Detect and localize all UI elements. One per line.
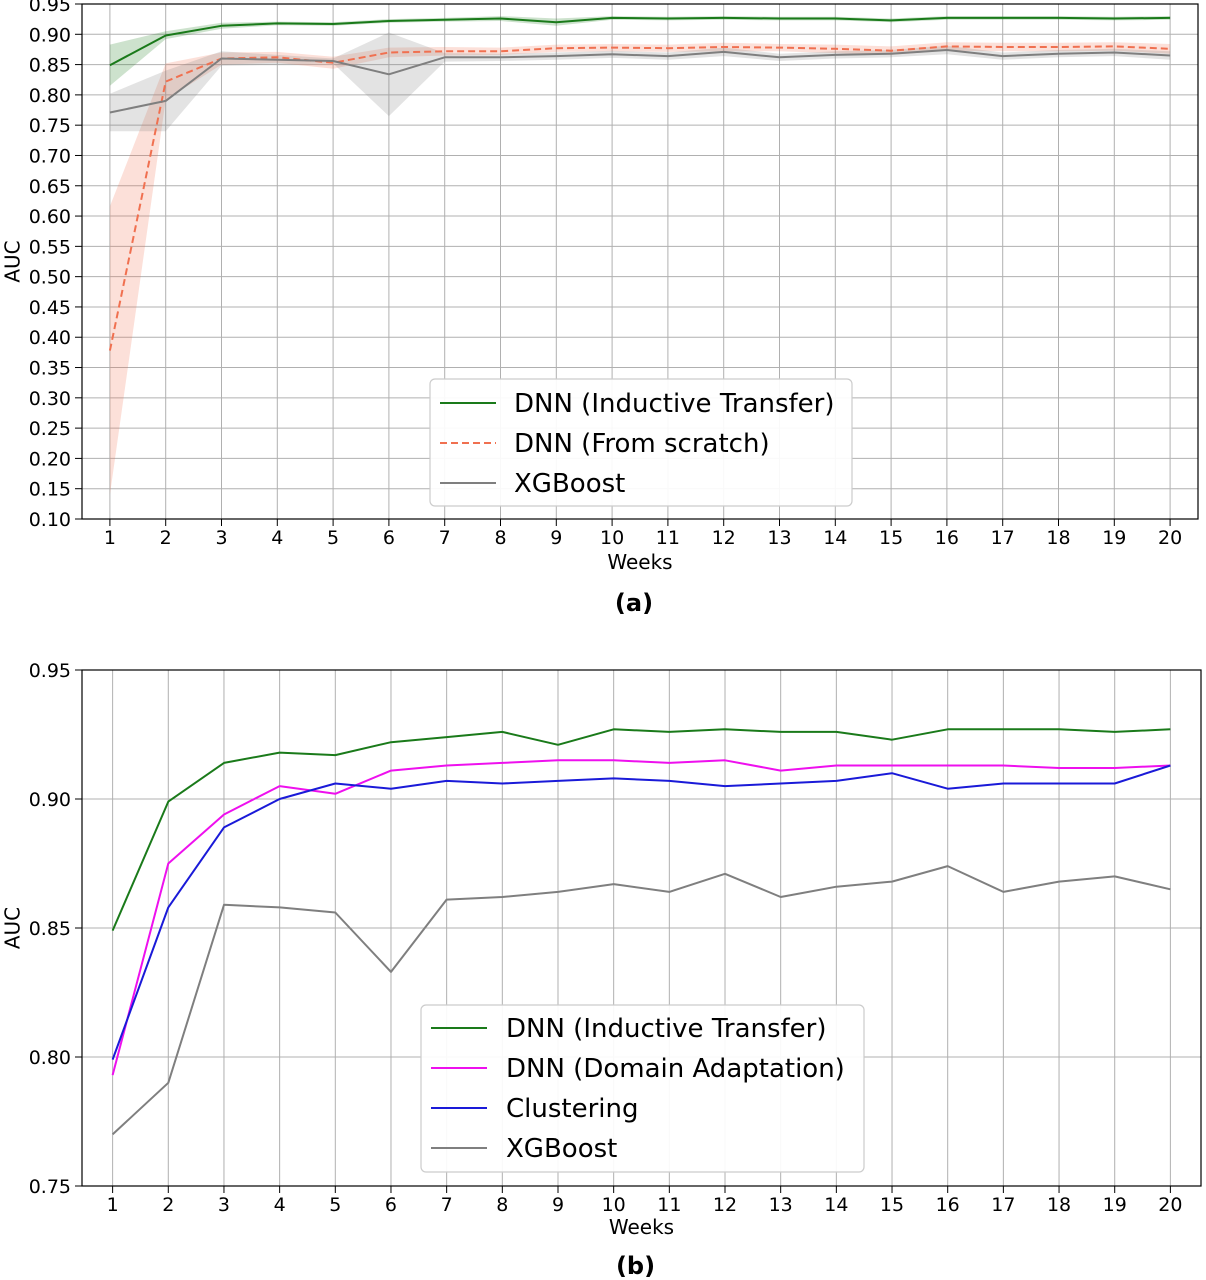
x-tick-label: 17	[991, 527, 1015, 549]
y-tick-label: 0.85	[29, 55, 71, 77]
y-tick-label: 0.90	[29, 24, 71, 46]
y-tick-label: 0.80	[29, 1047, 71, 1069]
y-tick-label: 0.15	[29, 479, 71, 501]
x-tick-label: 6	[385, 1194, 397, 1216]
y-tick-label: 0.60	[29, 206, 71, 228]
legend-entry-2: Clustering	[506, 1094, 639, 1124]
panel-a: 1 2 3 4 5 6 7 8 9 10 11 12 13 14 15 16 17 18 19 200.100.150…	[1, 0, 1199, 617]
y-tick-label: 0.45	[29, 297, 71, 319]
x-tick-label: 5	[327, 527, 339, 549]
series-line-0	[109, 16, 1171, 67]
x-tick-label: 7	[441, 1194, 453, 1216]
x-tick-label: 8	[494, 527, 506, 549]
series-line-0	[111, 728, 1171, 931]
y-tick-label: 0.35	[29, 358, 71, 380]
x-tick-label: 10	[600, 527, 624, 549]
x-tick-label: 13	[767, 527, 791, 549]
x-tick-label: 1	[107, 1194, 119, 1216]
x-tick-label: 5	[329, 1194, 341, 1216]
y-tick-label: 0.65	[29, 176, 71, 198]
x-tick-label: 4	[274, 1194, 286, 1216]
y-tick-label: 0.40	[29, 327, 71, 349]
x-tick-label: 11	[657, 1194, 681, 1216]
x-tick-label: 19	[1103, 1194, 1127, 1216]
legend-entry-1: DNN (From scratch)	[514, 429, 770, 459]
x-tick-label: 12	[712, 527, 736, 549]
x-tick-label: 10	[602, 1194, 626, 1216]
x-tick-label: 8	[496, 1194, 508, 1216]
panel-label: (a)	[615, 589, 653, 617]
y-axis-label: AUC	[1, 240, 25, 282]
y-tick-label: 0.20	[29, 448, 71, 470]
x-tick-label: 3	[218, 1194, 230, 1216]
x-tick-label: 3	[215, 527, 227, 549]
x-tick-label: 9	[552, 1194, 564, 1216]
legend-entry-0: DNN (Inductive Transfer)	[506, 1014, 827, 1044]
y-tick-label: 0.55	[29, 236, 71, 258]
x-tick-label: 13	[769, 1194, 793, 1216]
legend-entry-1: DNN (Domain Adaptation)	[506, 1054, 845, 1084]
legend-box	[420, 1004, 865, 1173]
x-tick-label: 18	[1046, 527, 1070, 549]
x-tick-label: 18	[1047, 1194, 1071, 1216]
x-tick-label: 14	[824, 1194, 848, 1216]
legend-box	[429, 378, 853, 507]
x-axis-label: Weeks	[609, 1215, 674, 1239]
series-line-3	[111, 865, 1171, 1136]
y-tick-label: 0.75	[29, 1176, 71, 1198]
legend-entry-0: DNN (Inductive Transfer)	[514, 389, 835, 419]
series-line-1	[108, 45, 1171, 351]
series-line-2	[111, 764, 1171, 1060]
x-tick-label: 2	[162, 1194, 174, 1216]
y-tick-label: 0.90	[29, 789, 71, 811]
legend-entry-2: XGBoost	[514, 469, 625, 499]
x-tick-label: 9	[550, 527, 562, 549]
x-tick-label: 4	[271, 527, 283, 549]
x-tick-label: 15	[879, 527, 903, 549]
x-tick-label: 17	[991, 1194, 1015, 1216]
panel-b: 1 2 3 4 5 6 7 8 9 10 11 12 13 14 15 16 17 18 19 200.750.800…	[1, 660, 1202, 1280]
series-line-2	[109, 49, 1171, 114]
x-tick-label: 20	[1158, 527, 1182, 549]
series-line-1	[111, 759, 1171, 1076]
y-tick-label: 0.75	[29, 115, 71, 137]
x-tick-label: 19	[1102, 527, 1126, 549]
plot-frame	[81, 3, 1199, 520]
x-tick-label: 14	[823, 527, 847, 549]
legend: DNN (Inductive Transfer) DNN (Domain Adap…	[420, 1004, 865, 1173]
y-tick-label: 0.50	[29, 267, 71, 289]
x-tick-label: 2	[160, 527, 172, 549]
confidence-band-2	[109, 32, 1171, 132]
y-tick-label: 0.30	[29, 388, 71, 410]
x-tick-label: 20	[1158, 1194, 1182, 1216]
x-tick-label: 11	[656, 527, 680, 549]
x-tick-label: 6	[383, 527, 395, 549]
y-tick-label: 0.70	[29, 145, 71, 167]
y-tick-label: 0.95	[29, 0, 71, 16]
y-tick-label: 0.25	[29, 418, 71, 440]
y-tick-label: 0.95	[29, 660, 71, 682]
legend-entry-3: XGBoost	[506, 1134, 617, 1164]
x-tick-label: 12	[713, 1194, 737, 1216]
x-tick-label: 15	[880, 1194, 904, 1216]
x-tick-label: 16	[935, 527, 959, 549]
y-axis-label: AUC	[1, 907, 25, 949]
legend: DNN (Inductive Transfer) DNN (From scratc…	[429, 378, 853, 507]
x-tick-label: 7	[439, 527, 451, 549]
x-tick-label: 16	[936, 1194, 960, 1216]
x-tick-label: 1	[104, 527, 116, 549]
y-tick-label: 0.10	[29, 509, 71, 531]
x-axis-label: Weeks	[607, 550, 672, 574]
panel-label: (b)	[616, 1252, 655, 1280]
y-tick-label: 0.85	[29, 918, 71, 940]
y-tick-label: 0.80	[29, 85, 71, 107]
